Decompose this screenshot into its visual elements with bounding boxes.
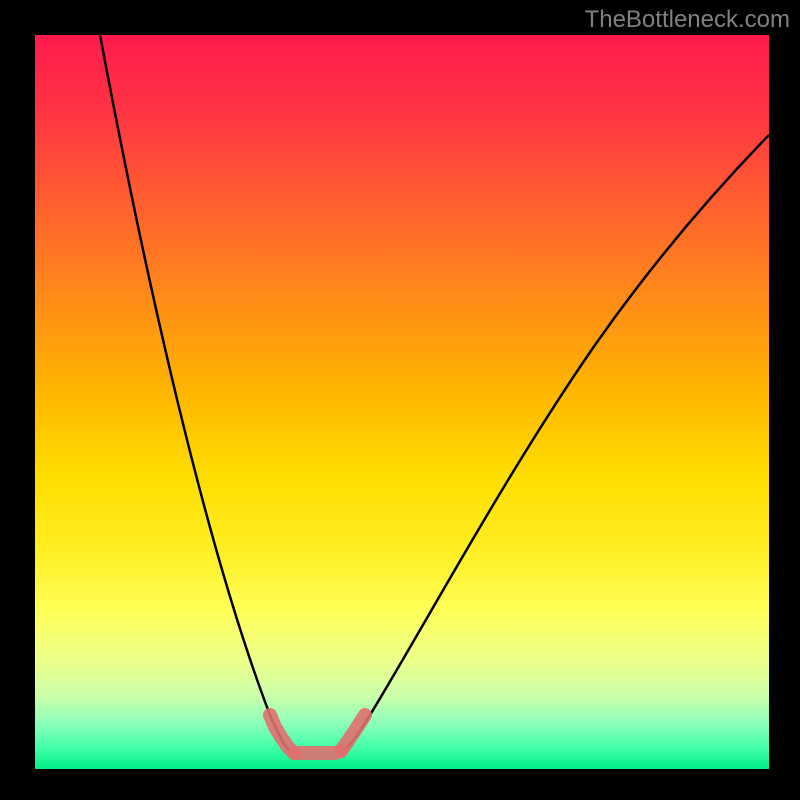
marker-segment-0: [270, 715, 294, 753]
marker-segment-2: [341, 715, 365, 751]
curve-left-branch: [100, 35, 297, 753]
curve-layer: [35, 35, 769, 769]
curve-right-branch: [340, 135, 769, 753]
plot-area: [35, 35, 769, 769]
watermark-text: TheBottleneck.com: [585, 6, 790, 34]
